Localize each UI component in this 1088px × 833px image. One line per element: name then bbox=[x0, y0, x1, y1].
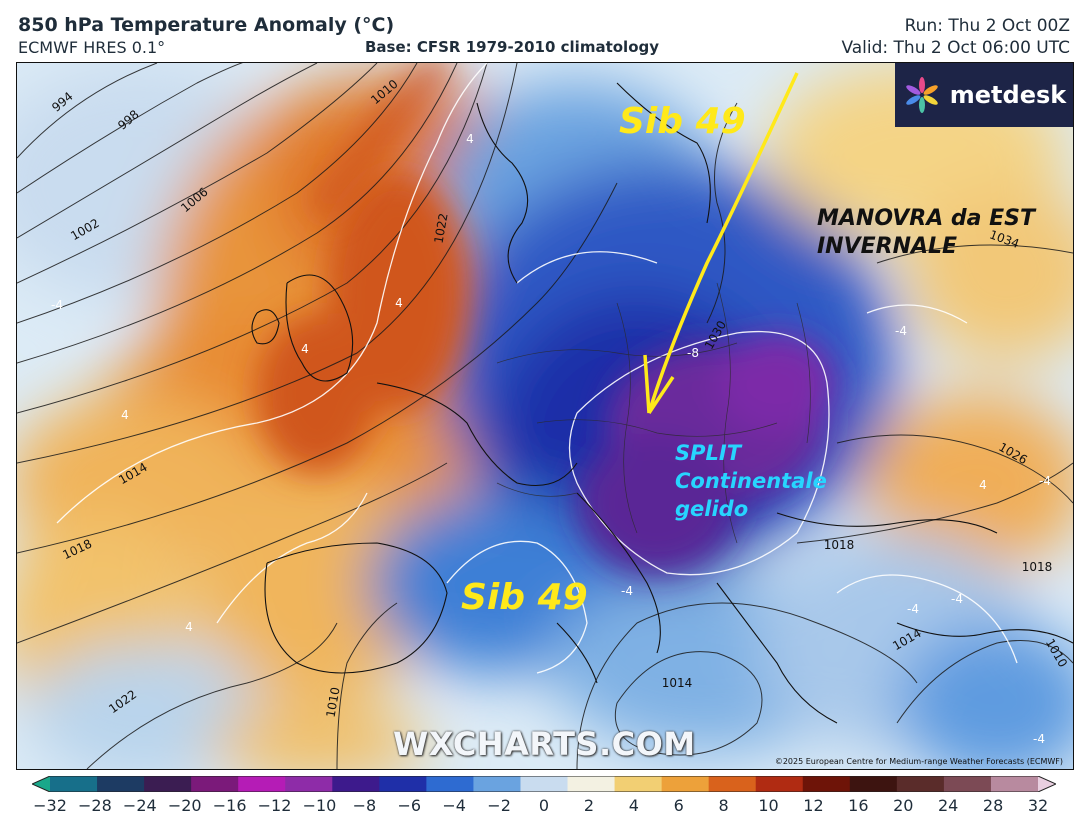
chart-title: 850 hPa Temperature Anomaly (°C) bbox=[18, 14, 395, 36]
anomaly-label: 4 bbox=[185, 620, 193, 634]
colorbar-swatch bbox=[849, 776, 898, 792]
colorbar-swatch bbox=[896, 776, 945, 792]
metdesk-flower-icon bbox=[906, 77, 938, 113]
colorbar-tick-label: 24 bbox=[937, 796, 959, 815]
isobar-label: 1018 bbox=[1022, 560, 1053, 574]
colorbar-swatch bbox=[567, 776, 616, 792]
anomaly-label: 4 bbox=[395, 296, 403, 310]
map-canvas: 994 998 1002 1006 1010 1014 1018 1022 10… bbox=[17, 63, 1073, 769]
colorbar-swatch bbox=[97, 776, 145, 792]
colorbar-swatch bbox=[379, 776, 427, 792]
isobar-label: 1018 bbox=[824, 538, 855, 552]
colorbar-tick-label: −24 bbox=[122, 796, 157, 815]
colorbar-tick-label: −8 bbox=[352, 796, 377, 815]
anomaly-label: -4 bbox=[1039, 474, 1051, 488]
anomaly-label: 4 bbox=[979, 478, 987, 492]
anomaly-label: -8 bbox=[687, 346, 699, 360]
colorbar-tick-label: 0 bbox=[538, 796, 550, 815]
annotation-manovra: MANOVRA da EST INVERNALE bbox=[817, 205, 1035, 261]
colorbar-tick-label: −6 bbox=[397, 796, 422, 815]
wxcharts-watermark: WXCHARTS.COM bbox=[393, 725, 696, 763]
colorbar-swatch bbox=[191, 776, 239, 792]
annotation-split: SPLIT Continentale gelido bbox=[675, 439, 827, 523]
colorbar-swatch bbox=[426, 776, 474, 792]
colorbar-swatch bbox=[332, 776, 380, 792]
base-climatology-label: Base: CFSR 1979-2010 climatology bbox=[365, 38, 660, 56]
anomaly-label: 4 bbox=[121, 408, 129, 422]
colorbar-tick-label: 16 bbox=[848, 796, 869, 815]
colorbar-swatch bbox=[708, 776, 757, 792]
anomaly-label: -4 bbox=[51, 298, 63, 312]
anomaly-label: -4 bbox=[1033, 732, 1045, 746]
run-label: Run: Thu 2 Oct 00Z bbox=[904, 16, 1070, 36]
copyright-notice: ©2025 European Centre for Medium-range W… bbox=[774, 757, 1063, 766]
colorbar-tick-label: −32 bbox=[33, 796, 67, 815]
isobar-label: 1010 bbox=[324, 686, 343, 719]
colorbar-ticks: −32 −28 −24 −20 −16 −12 −10 −8 −6 −4 −2 0 2 4 6 8 10 12 16… bbox=[0, 796, 1088, 820]
colorbar-swatch bbox=[755, 776, 804, 792]
colorbar-swatch bbox=[50, 776, 98, 792]
colorbar-tick-label: −20 bbox=[167, 796, 202, 815]
colorbar-tick-label: −10 bbox=[302, 796, 337, 815]
anomaly-label: -4 bbox=[895, 324, 907, 338]
colorbar-overflow bbox=[1038, 776, 1056, 792]
annotation-manovra-line2: INVERNALE bbox=[817, 234, 958, 259]
colorbar-swatch bbox=[802, 776, 851, 792]
colorbar-tick-label: −16 bbox=[212, 796, 247, 815]
colorbar-underflow bbox=[32, 776, 50, 792]
colorbar-tick-label: 12 bbox=[803, 796, 824, 815]
isobar-label: 1014 bbox=[662, 676, 693, 690]
annotation-split-line1: SPLIT bbox=[675, 441, 742, 465]
valid-time-label: Valid: Thu 2 Oct 06:00 UTC bbox=[841, 38, 1070, 58]
colorbar-tick-label: 20 bbox=[893, 796, 914, 815]
colorbar-swatch bbox=[520, 776, 569, 792]
colorbar-tick-label: 32 bbox=[1027, 796, 1049, 815]
anomaly-label: -4 bbox=[621, 584, 633, 598]
anomaly-label: 4 bbox=[301, 342, 309, 356]
metdesk-logo-text: metdesk bbox=[949, 81, 1067, 109]
colorbar-tick-label: −12 bbox=[257, 796, 292, 815]
colorbar-tick-label: −2 bbox=[487, 796, 511, 815]
colorbar-tick-label: 28 bbox=[982, 796, 1004, 815]
anomaly-label: -4 bbox=[907, 602, 919, 616]
colorbar-swatch bbox=[238, 776, 286, 792]
annotation-manovra-line1: MANOVRA da EST bbox=[817, 206, 1036, 231]
annotation-sib-top: Sib 49 bbox=[619, 101, 746, 142]
colorbar-tick-label: 4 bbox=[628, 796, 639, 815]
annotation-sib-bottom: Sib 49 bbox=[461, 577, 588, 618]
colorbar-swatch bbox=[661, 776, 710, 792]
metdesk-logo: metdesk bbox=[895, 63, 1073, 127]
anomaly-label: -4 bbox=[951, 592, 963, 606]
trajectory-arrow bbox=[643, 72, 799, 414]
isobar-label: 1022 bbox=[432, 212, 451, 245]
colorbar-tick-label: 10 bbox=[758, 796, 779, 815]
colorbar-swatch bbox=[473, 776, 521, 792]
colorbar-tick-label: −28 bbox=[78, 796, 112, 815]
colorbar-swatch bbox=[990, 776, 1039, 792]
colorbar-tick-label: 2 bbox=[583, 796, 594, 815]
annotation-split-line2: Continentale bbox=[675, 469, 827, 493]
anomaly-label: 4 bbox=[466, 132, 474, 146]
colorbar-tick-label: 6 bbox=[673, 796, 684, 815]
colorbar bbox=[32, 776, 1056, 792]
annotation-split-line3: gelido bbox=[675, 497, 749, 521]
anomaly-map[interactable]: 994 998 1002 1006 1010 1014 1018 1022 10… bbox=[16, 62, 1074, 770]
colorbar-swatch bbox=[943, 776, 992, 792]
colorbar-swatch bbox=[144, 776, 192, 792]
model-label: ECMWF HRES 0.1° bbox=[18, 38, 166, 57]
colorbar-tick-label: −4 bbox=[442, 796, 466, 815]
colorbar-swatch bbox=[614, 776, 663, 792]
colorbar-swatch bbox=[285, 776, 333, 792]
colorbar-tick-label: 8 bbox=[718, 796, 729, 815]
